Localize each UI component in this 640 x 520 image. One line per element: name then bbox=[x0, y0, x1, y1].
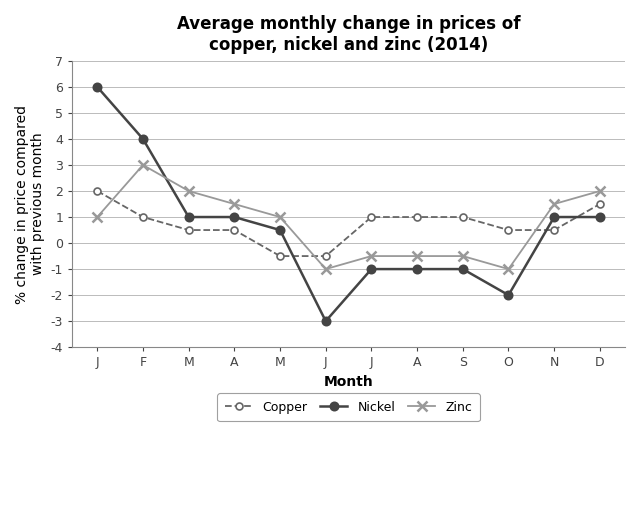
Zinc bbox=[230, 201, 238, 207]
Copper bbox=[413, 214, 421, 220]
Line: Nickel: Nickel bbox=[93, 83, 604, 326]
Nickel bbox=[93, 84, 101, 90]
Copper bbox=[93, 188, 101, 194]
Zinc bbox=[276, 214, 284, 220]
Copper bbox=[322, 253, 330, 259]
Zinc bbox=[550, 201, 558, 207]
Copper bbox=[596, 201, 604, 207]
Line: Zinc: Zinc bbox=[92, 160, 605, 274]
Title: Average monthly change in prices of
copper, nickel and zinc (2014): Average monthly change in prices of copp… bbox=[177, 15, 520, 54]
Zinc bbox=[185, 188, 193, 194]
Copper bbox=[550, 227, 558, 233]
Copper bbox=[505, 227, 513, 233]
Legend: Copper, Nickel, Zinc: Copper, Nickel, Zinc bbox=[218, 393, 480, 421]
Zinc bbox=[93, 214, 101, 220]
Zinc bbox=[505, 266, 513, 272]
Copper bbox=[185, 227, 193, 233]
Nickel bbox=[505, 292, 513, 298]
Nickel bbox=[230, 214, 238, 220]
Zinc bbox=[367, 253, 375, 259]
Nickel bbox=[459, 266, 467, 272]
Nickel bbox=[413, 266, 421, 272]
Nickel bbox=[596, 214, 604, 220]
Nickel bbox=[185, 214, 193, 220]
Copper bbox=[139, 214, 147, 220]
Copper bbox=[276, 253, 284, 259]
Copper bbox=[459, 214, 467, 220]
Nickel bbox=[550, 214, 558, 220]
Copper bbox=[230, 227, 238, 233]
Zinc bbox=[413, 253, 421, 259]
Line: Copper: Copper bbox=[94, 188, 604, 259]
Zinc bbox=[459, 253, 467, 259]
Copper bbox=[367, 214, 375, 220]
Zinc bbox=[139, 162, 147, 168]
Zinc bbox=[596, 188, 604, 194]
Nickel bbox=[367, 266, 375, 272]
Nickel bbox=[322, 318, 330, 324]
Y-axis label: % change in price compared
with previous month: % change in price compared with previous… bbox=[15, 105, 45, 304]
Zinc bbox=[322, 266, 330, 272]
Nickel bbox=[139, 136, 147, 142]
X-axis label: Month: Month bbox=[324, 375, 374, 389]
Nickel bbox=[276, 227, 284, 233]
